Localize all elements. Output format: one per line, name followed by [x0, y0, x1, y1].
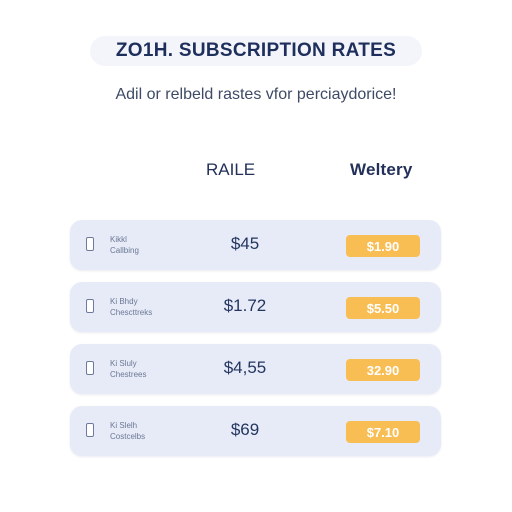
weltery-price-badge[interactable]: $1.90 [346, 235, 420, 257]
weltery-price-badge[interactable]: $5.50 [346, 297, 420, 319]
weltery-price-badge[interactable]: $7.10 [346, 421, 420, 443]
document-icon [86, 423, 94, 437]
weltery-column-header: Weltery [350, 160, 413, 179]
table-row[interactable]: Ki Bhdy Chescttreks $1.72 $5.50 [70, 282, 441, 332]
document-icon [86, 299, 94, 313]
plan-label: Ki Sluly Chestrees [110, 358, 190, 380]
plan-label: Kikkl Callbing [110, 234, 190, 256]
plan-subtitle: Chescttreks [110, 308, 153, 317]
table-row[interactable]: Kikkl Callbing $45 $1.90 [70, 220, 441, 270]
document-icon [86, 361, 94, 375]
plan-label: Ki Bhdy Chescttreks [110, 296, 190, 318]
plan-name: Ki Sluly [110, 359, 137, 368]
plan-label: Ki Slelh Costcelbs [110, 420, 190, 442]
document-icon [86, 237, 94, 251]
weltery-price-badge[interactable]: 32.90 [346, 359, 420, 381]
plan-name: Kikkl [110, 235, 127, 244]
rates-table: Kikkl Callbing $45 $1.90 Ki Bhdy Chesctt… [70, 220, 441, 468]
rate-value: $4,55 [223, 358, 267, 377]
table-row[interactable]: Ki Sluly Chestrees $4,55 32.90 [70, 344, 441, 394]
plan-subtitle: Chestrees [110, 370, 147, 379]
rate-column-header: RAILE [206, 160, 256, 179]
plan-name: Ki Bhdy [110, 297, 138, 306]
table-row[interactable]: Ki Slelh Costcelbs $69 $7.10 [70, 406, 441, 456]
rate-value: $1.72 [223, 296, 267, 315]
plan-name: Ki Slelh [110, 421, 138, 430]
plan-subtitle: Callbing [110, 246, 139, 255]
plan-subtitle: Costcelbs [110, 432, 146, 441]
page-title: ZO1H. SUBSCRIPTION RATES [90, 36, 422, 66]
page-subtitle: Adil or relbeld rastes vfor perciaydoric… [115, 86, 397, 103]
rate-value: $69 [230, 420, 260, 439]
rate-value: $45 [230, 234, 260, 253]
